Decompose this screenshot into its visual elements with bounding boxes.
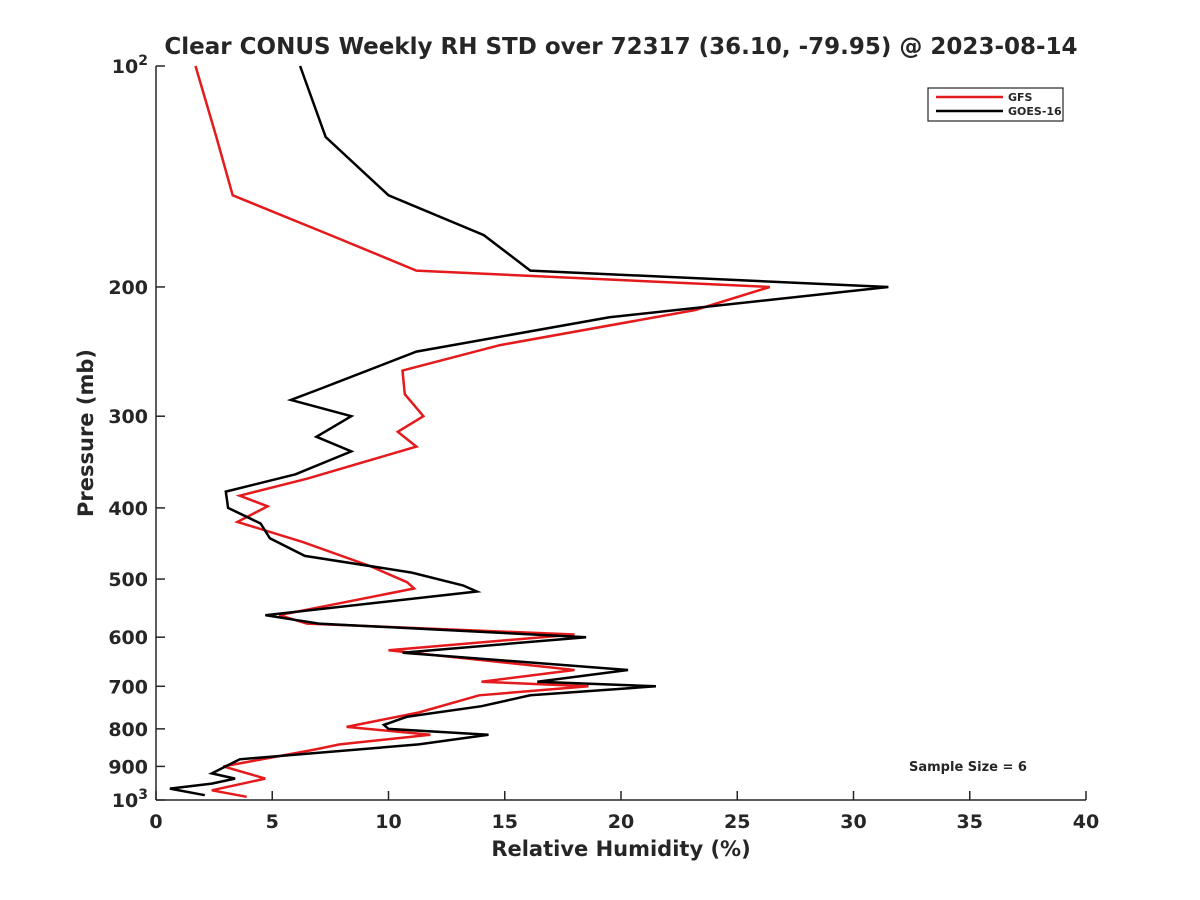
plot-background <box>156 66 1086 800</box>
y-tick-label-400: 400 <box>108 498 148 520</box>
y-tick-label-200: 200 <box>108 277 148 299</box>
x-tick-label-30: 30 <box>840 811 866 833</box>
y-tick-label-900: 900 <box>108 756 148 778</box>
plot-area: 0 5 10 15 20 25 30 35 40 102 200 300 400 500 600 700 80… <box>108 53 1099 833</box>
y-ticks: 102 200 300 400 500 600 700 800 900 103 <box>108 53 165 812</box>
y-tick-label-800: 800 <box>108 719 148 741</box>
x-tick-label-25: 25 <box>724 811 750 833</box>
legend: GFS GOES-16 <box>927 87 1064 122</box>
x-tick-label-20: 20 <box>608 811 634 833</box>
legend-label-goes-16: GOES-16 <box>1008 105 1062 118</box>
series-layer <box>169 65 889 799</box>
sample-size-annotation: Sample Size = 6 <box>909 760 1027 775</box>
chart-title: Clear CONUS Weekly RH STD over 72317 (36… <box>164 34 1077 60</box>
x-tick-label-5: 5 <box>266 811 279 833</box>
legend-box <box>927 87 1064 122</box>
legend-label-gfs: GFS <box>1008 91 1033 104</box>
y-tick-label-300: 300 <box>108 406 148 428</box>
y-tick-label-700: 700 <box>108 676 148 698</box>
x-tick-label-35: 35 <box>957 811 983 833</box>
y-axis-label: Pressure (mb) <box>74 349 98 517</box>
series-line-gfs <box>194 65 771 799</box>
y-tick-label-100: 102 <box>112 53 148 78</box>
x-axis-label: Relative Humidity (%) <box>491 837 750 861</box>
y-tick-label-1000: 103 <box>112 787 148 812</box>
x-tick-label-10: 10 <box>375 811 401 833</box>
series-line-goes-16 <box>169 65 889 797</box>
y-tick-label-600: 600 <box>108 627 148 649</box>
x-tick-label-15: 15 <box>492 811 518 833</box>
x-tick-label-0: 0 <box>149 811 162 833</box>
x-ticks: 0 5 10 15 20 25 30 35 40 <box>149 791 1099 833</box>
y-tick-label-500: 500 <box>108 569 148 591</box>
x-tick-label-40: 40 <box>1073 811 1099 833</box>
